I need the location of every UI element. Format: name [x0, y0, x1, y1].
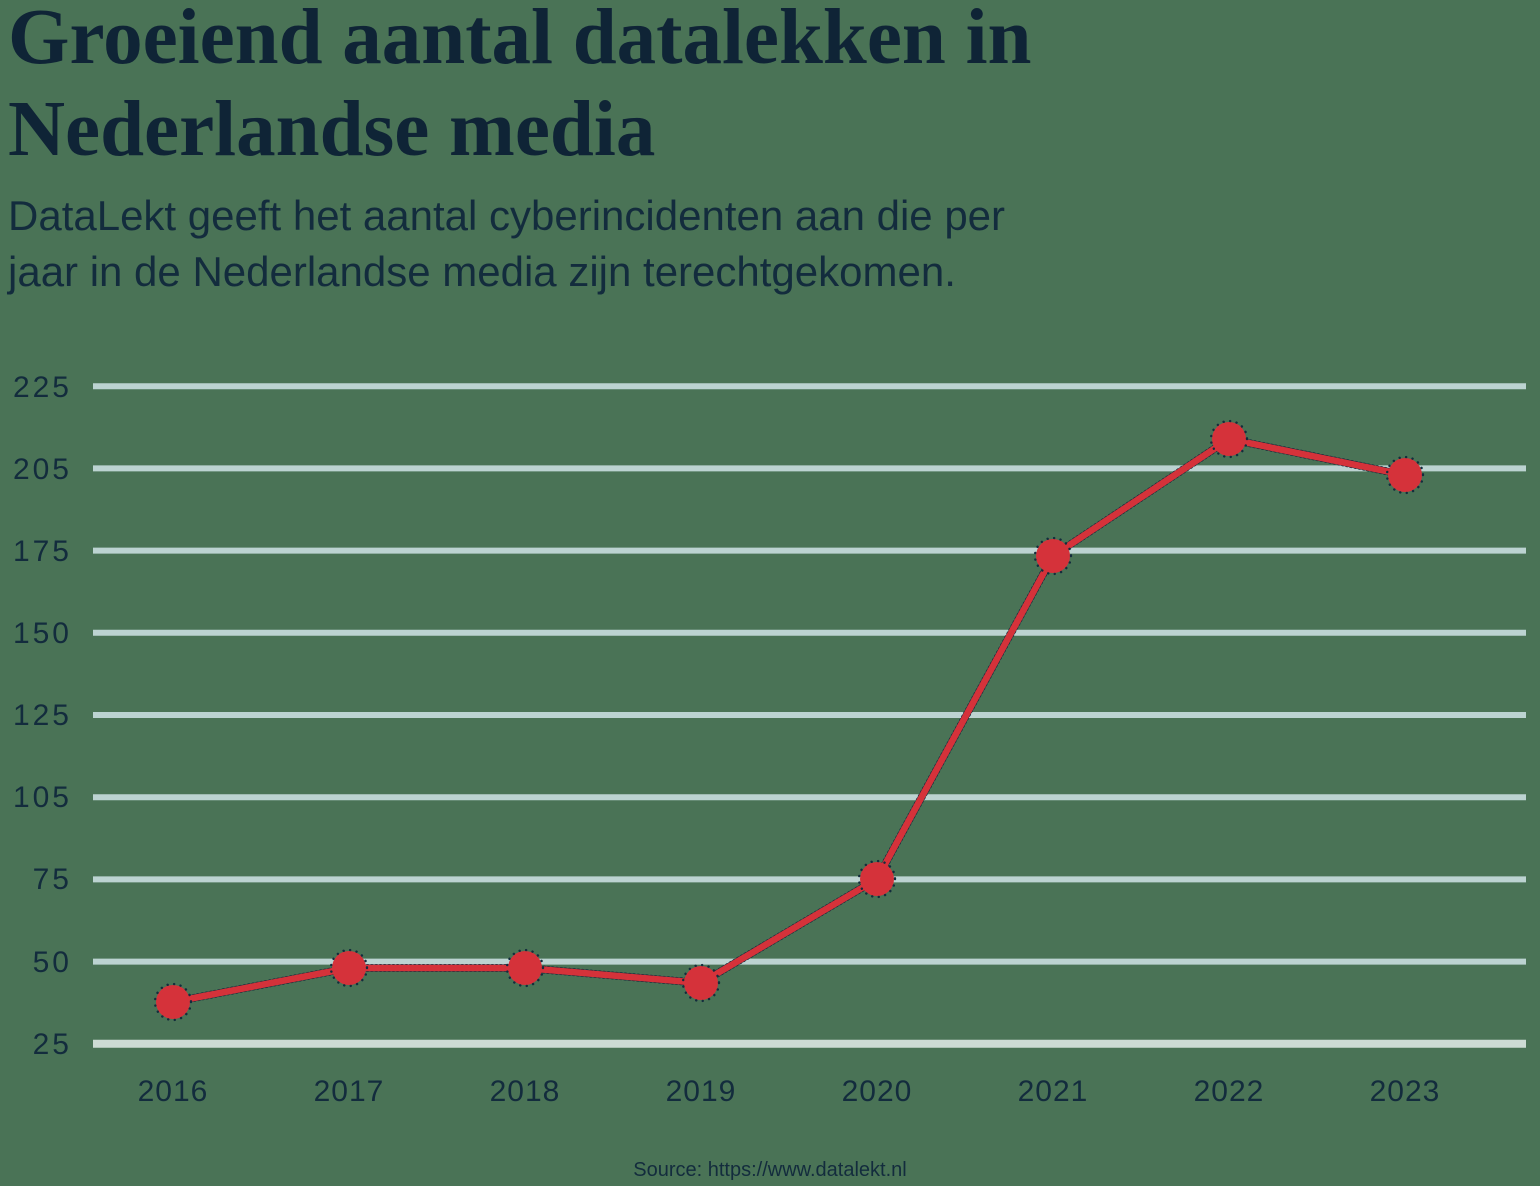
svg-text:175: 175	[13, 535, 72, 568]
svg-text:125: 125	[13, 699, 72, 732]
svg-text:2021: 2021	[1018, 1075, 1089, 1108]
svg-text:2017: 2017	[314, 1075, 385, 1108]
svg-text:225: 225	[13, 371, 72, 404]
svg-text:2018: 2018	[490, 1075, 561, 1108]
svg-text:2020: 2020	[842, 1075, 913, 1108]
svg-text:105: 105	[13, 781, 72, 814]
svg-text:75: 75	[33, 863, 72, 896]
svg-text:2019: 2019	[666, 1075, 737, 1108]
svg-text:205: 205	[13, 453, 72, 486]
svg-text:2022: 2022	[1194, 1075, 1265, 1108]
svg-text:25: 25	[33, 1028, 72, 1061]
svg-text:150: 150	[13, 617, 72, 650]
svg-text:2023: 2023	[1370, 1075, 1441, 1108]
svg-text:50: 50	[33, 946, 72, 979]
svg-text:2016: 2016	[138, 1075, 209, 1108]
